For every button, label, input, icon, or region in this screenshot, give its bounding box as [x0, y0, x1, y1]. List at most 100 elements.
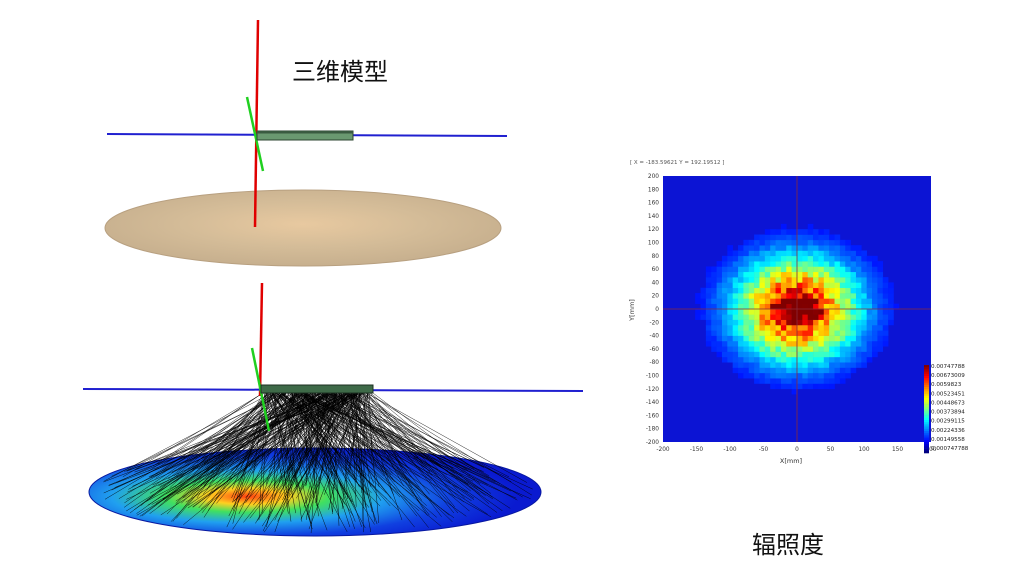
heatmap-cell	[823, 250, 830, 257]
heatmap-cell	[882, 335, 889, 342]
heatmap-cell	[770, 266, 776, 273]
ray-line	[295, 389, 364, 499]
heatmap-cell	[802, 282, 809, 289]
heatmap-cell	[866, 324, 873, 331]
heatmap-cell	[743, 309, 750, 315]
heatmap-cell	[866, 330, 873, 336]
heatmap-cell	[705, 314, 712, 320]
heatmap-cell	[780, 245, 787, 251]
colorbar-label: 0.00224336	[931, 428, 965, 434]
heatmap-cell	[727, 351, 733, 358]
heatmap-cell	[770, 383, 776, 390]
heatmap-cell	[764, 335, 771, 342]
heatmap-cell	[721, 309, 728, 315]
heatmap-cell	[797, 293, 803, 299]
heatmap-cell	[834, 293, 841, 299]
heatmap-cell	[845, 271, 851, 278]
heatmap-cell	[770, 298, 776, 304]
heatmap-cell	[834, 324, 841, 331]
heatmap-cell	[770, 330, 776, 336]
ray-line	[284, 389, 315, 489]
heatmap-cell	[786, 271, 792, 278]
heatmap-cell	[764, 378, 771, 384]
heatmap-cell	[748, 255, 755, 262]
colorbar-segment	[924, 382, 929, 386]
ray-line	[232, 389, 275, 503]
colorbar-label: 0.0059823	[931, 382, 962, 388]
heatmap-cell	[732, 340, 739, 347]
heatmap-cell	[786, 282, 792, 289]
heatmap-cell	[727, 309, 733, 315]
heatmap-cell	[754, 271, 760, 278]
heatmap-cell	[754, 367, 760, 374]
heatmap-cell	[807, 362, 814, 368]
x-tick-label: 150	[892, 447, 903, 453]
heatmap-cell	[716, 330, 723, 336]
heatmap-cell	[780, 362, 787, 368]
heatmap-cell	[748, 324, 755, 331]
heatmap-cell	[743, 266, 750, 273]
heatmap-cell	[882, 293, 889, 299]
ray-line	[182, 389, 300, 499]
colorbar-segment	[924, 395, 929, 399]
heatmap-cell	[759, 303, 766, 310]
ray-line	[147, 389, 332, 506]
heatmap-cell	[743, 314, 750, 320]
heatmap-cell	[882, 303, 889, 310]
heatmap-cell	[732, 319, 739, 326]
heatmap-cell	[829, 356, 835, 363]
heatmap-cell	[813, 372, 819, 379]
heatmap-cell	[764, 330, 771, 336]
heatmap-cell	[738, 372, 744, 379]
heatmap-cell	[791, 234, 798, 241]
heatmap-cell	[754, 250, 760, 257]
heatmap-cell	[829, 309, 835, 315]
heatmap-cell	[834, 234, 841, 241]
heatmap-cell	[855, 277, 862, 283]
heatmap-cell	[711, 324, 717, 331]
heatmap-cell	[866, 351, 873, 358]
heatmap-cell	[695, 314, 701, 320]
heatmap-cell	[829, 271, 835, 278]
heatmap-cell	[754, 309, 760, 315]
heatmap-cell	[861, 330, 867, 336]
heatmap-cell	[802, 314, 809, 320]
heatmap-cell	[818, 372, 825, 379]
heatmap-cell	[866, 266, 873, 273]
heatmap-cell	[754, 303, 760, 310]
heatmap-cell	[802, 324, 809, 331]
heatmap-cell	[775, 362, 782, 368]
heatmap-cell	[877, 261, 884, 267]
ray-line	[111, 389, 327, 491]
ray-line	[285, 389, 315, 480]
heatmap-cell	[721, 319, 728, 326]
heatmap-cell	[721, 287, 728, 294]
heatmap-cell	[797, 277, 803, 283]
heatmap-cell	[754, 340, 760, 347]
heatmap-cell	[855, 330, 862, 336]
heatmap-cell	[802, 229, 809, 235]
heatmap-cell	[738, 282, 744, 289]
heatmap-cell	[791, 335, 798, 342]
heatmap-cell	[732, 324, 739, 331]
heatmap-cell	[738, 362, 744, 368]
heatmap-cell	[780, 346, 787, 352]
heatmap-cell	[818, 255, 825, 262]
heatmap-cell	[829, 266, 835, 273]
heatmap-cell	[829, 250, 835, 257]
x-tick-label: 0	[795, 447, 799, 453]
heatmap-cell	[743, 367, 750, 374]
heatmap-cell	[759, 287, 766, 294]
heatmap-cell	[855, 340, 862, 347]
ray-line	[282, 389, 337, 504]
heatmap-cell	[743, 340, 750, 347]
heatmap-cell	[721, 340, 728, 347]
heatmap-cell	[759, 378, 766, 384]
heatmap-cell	[716, 351, 723, 358]
heatmap-cell	[759, 309, 766, 315]
model-view-rays	[82, 282, 584, 537]
heatmap-cell	[888, 319, 894, 326]
heatmap-cell	[839, 372, 846, 379]
heatmap-cell	[818, 367, 825, 374]
heatmap-cell	[888, 282, 894, 289]
